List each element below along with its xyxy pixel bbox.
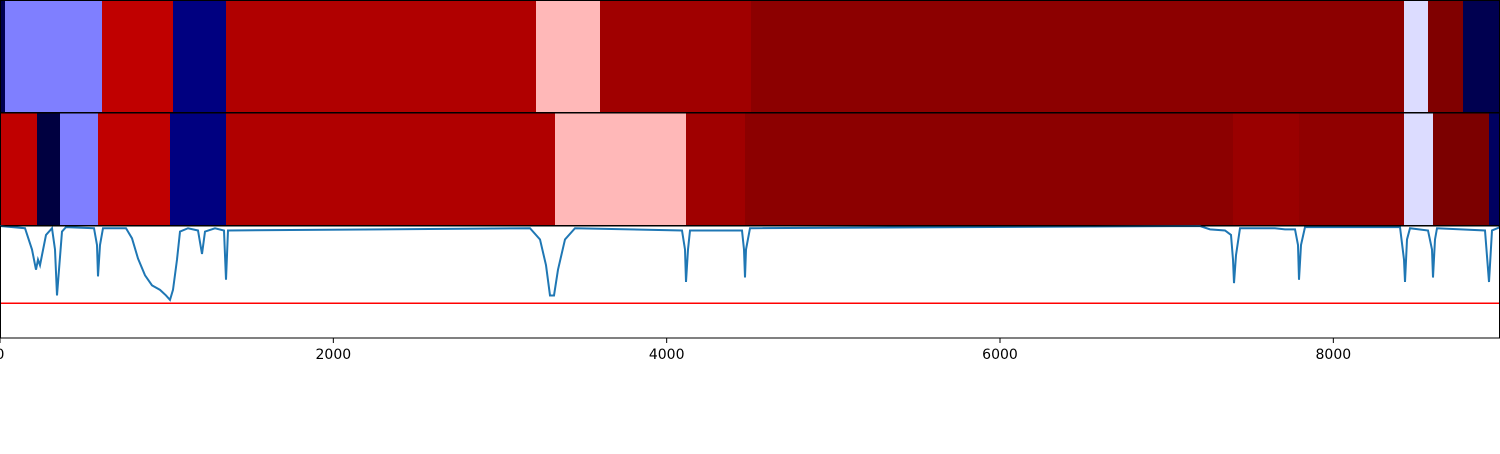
segment [0,0,5,113]
x-tick-label: 0 [0,347,4,363]
segment [686,113,745,226]
segment [536,0,600,113]
segment [0,113,37,226]
x-tick-label: 8000 [1316,347,1352,363]
segment [1233,113,1299,226]
segment [1433,113,1489,226]
segment [5,0,102,113]
segment [1463,0,1500,113]
segment [1489,113,1500,226]
x-tick-label: 4000 [649,347,685,363]
segment [555,113,686,226]
segment [98,113,170,226]
segment [1299,113,1404,226]
segment [226,0,536,113]
segment [751,0,1404,113]
segment [170,113,226,226]
segment [173,0,226,113]
x-tick-label: 6000 [982,347,1018,363]
segment [60,113,98,226]
segment [1404,113,1433,226]
segment [1404,0,1428,113]
segment [600,0,751,113]
segment [745,113,1233,226]
segment [226,113,555,226]
segment [102,0,173,113]
segment [37,113,60,226]
line [0,224,1500,302]
x-tick-label: 2000 [316,347,352,363]
segment [1428,0,1463,113]
